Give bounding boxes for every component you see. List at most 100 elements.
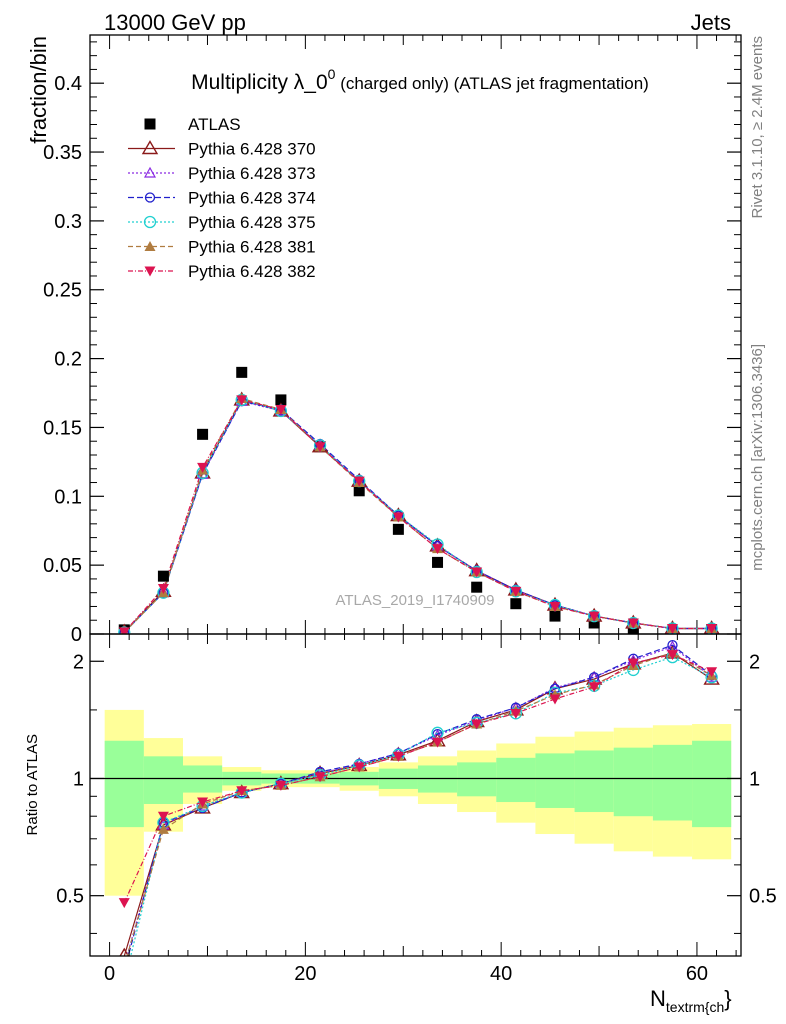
mc-point: [392, 512, 404, 523]
main-title: Multiplicity λ_00 (charged only) (ATLAS …: [191, 66, 649, 94]
mc-point: [549, 601, 561, 612]
mc-point: [314, 442, 326, 453]
ratio-panel: 0.5 0.51 12 20 20 40 60: [56, 35, 777, 985]
atlas-data-point: [510, 598, 522, 610]
ratio-point: [275, 780, 287, 791]
mc-point: [706, 623, 718, 634]
legend-label: Pythia 6.428 375: [188, 213, 316, 232]
ratio-y-tick-label-right: 2: [749, 651, 760, 673]
legend: ATLAS Pythia 6.428 370 Pythia 6.428 373 Pyt…: [128, 115, 316, 281]
mc-point: [236, 395, 248, 406]
x-axis-label: Ntextrm{ch}: [650, 986, 732, 1015]
ratio-point: [549, 694, 561, 705]
x-tick-label: 0: [104, 963, 115, 985]
atlas-data-point: [353, 485, 365, 497]
ratio-point: [314, 772, 326, 783]
main-y-tick-label: 0.05: [43, 555, 82, 577]
band-inner: [104, 740, 144, 828]
band-inner: [613, 747, 653, 817]
main-panel: 0 0.05 0.1 0.15 0.2 0.25 0.3 0.35 0.4 ATLAS Pythia…: [43, 34, 742, 646]
main-y-tick-label: 0.4: [54, 73, 82, 95]
ratio-y-tick-label: 0.5: [56, 886, 84, 908]
main-title-superscript: 0: [328, 66, 336, 82]
atlas-data-point: [157, 570, 169, 582]
mc-point: [157, 584, 169, 595]
ratio-series-group: [118, 640, 720, 956]
header-left: 13000 GeV pp: [104, 10, 246, 35]
main-y-tick-label: 0.3: [54, 211, 82, 233]
mc-point: [588, 611, 600, 622]
atlas-data-point: [471, 581, 483, 593]
ratio-series-line: [126, 646, 712, 956]
legend-atlas-marker: [144, 118, 156, 130]
ratio-point: [236, 786, 248, 797]
legend-atlas-label: ATLAS: [188, 115, 241, 134]
main-series-group: [118, 366, 720, 634]
ratio-point: [627, 658, 639, 669]
ratio-point: [588, 682, 600, 693]
mc-point: [275, 405, 287, 416]
ratio-point: [432, 737, 444, 748]
band-inner: [574, 750, 614, 813]
ratio-point: [510, 708, 522, 719]
mc-point: [471, 567, 483, 578]
atlas-data-point: [432, 556, 444, 568]
ratio-point: [157, 811, 169, 822]
band-inner: [652, 744, 693, 821]
band-inner: [457, 762, 497, 797]
band-inner: [535, 753, 575, 808]
mc-point: [510, 586, 522, 597]
legend-label: Pythia 6.428 374: [188, 189, 316, 208]
main-frame: [89, 34, 742, 635]
ratio-point: [353, 762, 365, 773]
atlas-data-point: [549, 610, 561, 622]
mc-point: [432, 544, 444, 555]
atlas-data-point: [392, 523, 404, 535]
legend-marker: [144, 192, 156, 203]
x-axis-label-end: }: [724, 986, 731, 1011]
legend-marker: [143, 166, 157, 178]
ratio-point: [118, 898, 130, 909]
ratio-point: [197, 797, 209, 808]
band-inner: [692, 740, 732, 828]
ratio-y-tick-label-right: 0.5: [749, 886, 777, 908]
band-inner: [496, 757, 536, 803]
legend-label: Pythia 6.428 370: [188, 140, 316, 159]
ratio-y-label: Ratio to ATLAS: [24, 734, 41, 835]
ratio-y-tick-label-right: 1: [749, 768, 760, 790]
atlas-data-point: [236, 366, 248, 378]
watermark: ATLAS_2019_I1740909: [335, 592, 494, 609]
legend-marker: [143, 215, 157, 229]
legend-marker: [144, 241, 156, 251]
mc-point: [197, 462, 209, 473]
rivet-label: Rivet 3.1.10, ≥ 2.4M events: [749, 36, 766, 219]
ratio-point: [392, 751, 404, 762]
main-y-tick-label: 0.35: [43, 142, 82, 164]
atlas-data-point: [197, 428, 209, 440]
legend-marker: [141, 140, 159, 155]
mc-point: [666, 623, 678, 634]
ratio-point: [706, 667, 718, 678]
band-inner: [143, 756, 183, 804]
ratio-point: [666, 650, 678, 661]
x-axis-label-main: N: [650, 986, 666, 1011]
atlas-data-point: [588, 617, 600, 629]
main-y-tick-label: 0.1: [54, 486, 82, 508]
mc-series-line: [123, 399, 712, 633]
main-y-tick-label: 0.25: [43, 280, 82, 302]
legend-label: Pythia 6.428 373: [188, 164, 316, 183]
mcplots-label: mcplots.cern.ch [arXiv:1306.3436]: [749, 344, 766, 571]
ratio-y-tick-label: 1: [73, 768, 84, 790]
ratio-series-line: [126, 652, 712, 956]
mc-point: [627, 618, 639, 629]
main-y-tick-label: 0.2: [54, 349, 82, 371]
mc-point: [118, 627, 130, 634]
atlas-data-point: [275, 394, 287, 406]
x-tick-label: 60: [686, 963, 708, 985]
legend-label: Pythia 6.428 381: [188, 238, 316, 257]
legend-label: Pythia 6.428 382: [188, 262, 316, 281]
header-right: Jets: [691, 10, 731, 35]
main-title-rest: (charged only) (ATLAS jet fragmentation): [335, 74, 648, 93]
ratio-point: [471, 719, 483, 730]
